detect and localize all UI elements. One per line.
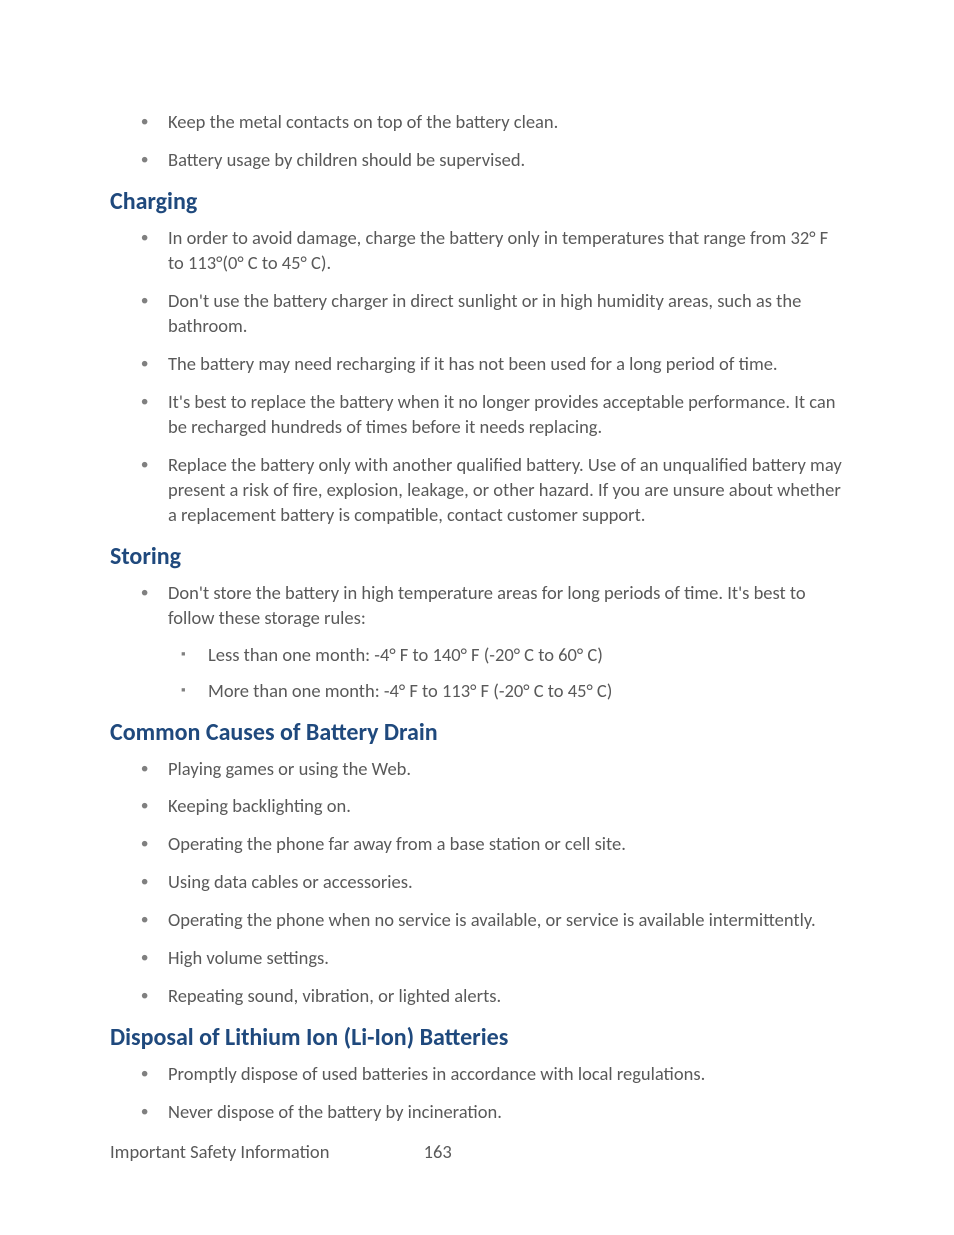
list-item: Operating the phone when no service is a… <box>168 908 844 933</box>
storing-sublist: Less than one month: -4° F to 140° F (-2… <box>168 643 844 704</box>
sub-list-item: Less than one month: -4° F to 140° F (-2… <box>208 643 844 668</box>
battery-drain-list: Playing games or using the Web. Keeping … <box>110 757 844 1010</box>
section-heading-charging: Charging <box>110 187 844 216</box>
list-item: High volume settings. <box>168 946 844 971</box>
list-item: Don't store the battery in high temperat… <box>168 581 844 704</box>
page-number: 163 <box>424 1140 452 1163</box>
intro-list: Keep the metal contacts on top of the ba… <box>110 110 844 173</box>
sub-list-item: More than one month: -4° F to 113° F (-2… <box>208 679 844 704</box>
section-heading-battery-drain: Common Causes of Battery Drain <box>110 718 844 747</box>
list-item: In order to avoid damage, charge the bat… <box>168 226 844 276</box>
list-item: Promptly dispose of used batteries in ac… <box>168 1062 844 1087</box>
list-item: Battery usage by children should be supe… <box>168 148 844 173</box>
footer-label: Important Safety Information <box>110 1140 329 1163</box>
list-item: Playing games or using the Web. <box>168 757 844 782</box>
list-item: Don't use the battery charger in direct … <box>168 289 844 339</box>
list-item: Replace the battery only with another qu… <box>168 453 844 528</box>
list-item: Repeating sound, vibration, or lighted a… <box>168 984 844 1009</box>
list-item: It's best to replace the battery when it… <box>168 390 844 440</box>
disposal-list: Promptly dispose of used batteries in ac… <box>110 1062 844 1125</box>
storing-list: Don't store the battery in high temperat… <box>110 581 844 704</box>
list-item: Keep the metal contacts on top of the ba… <box>168 110 844 135</box>
list-item: Never dispose of the battery by incinera… <box>168 1100 844 1125</box>
list-item-text: Don't store the battery in high temperat… <box>168 581 806 629</box>
section-heading-disposal: Disposal of Lithium Ion (Li-Ion) Batteri… <box>110 1023 844 1052</box>
list-item: Keeping backlighting on. <box>168 794 844 819</box>
section-heading-storing: Storing <box>110 542 844 571</box>
list-item: Operating the phone far away from a base… <box>168 832 844 857</box>
page-footer: Important Safety Information 163 <box>110 1140 452 1163</box>
list-item: The battery may need recharging if it ha… <box>168 352 844 377</box>
list-item: Using data cables or accessories. <box>168 870 844 895</box>
charging-list: In order to avoid damage, charge the bat… <box>110 226 844 528</box>
